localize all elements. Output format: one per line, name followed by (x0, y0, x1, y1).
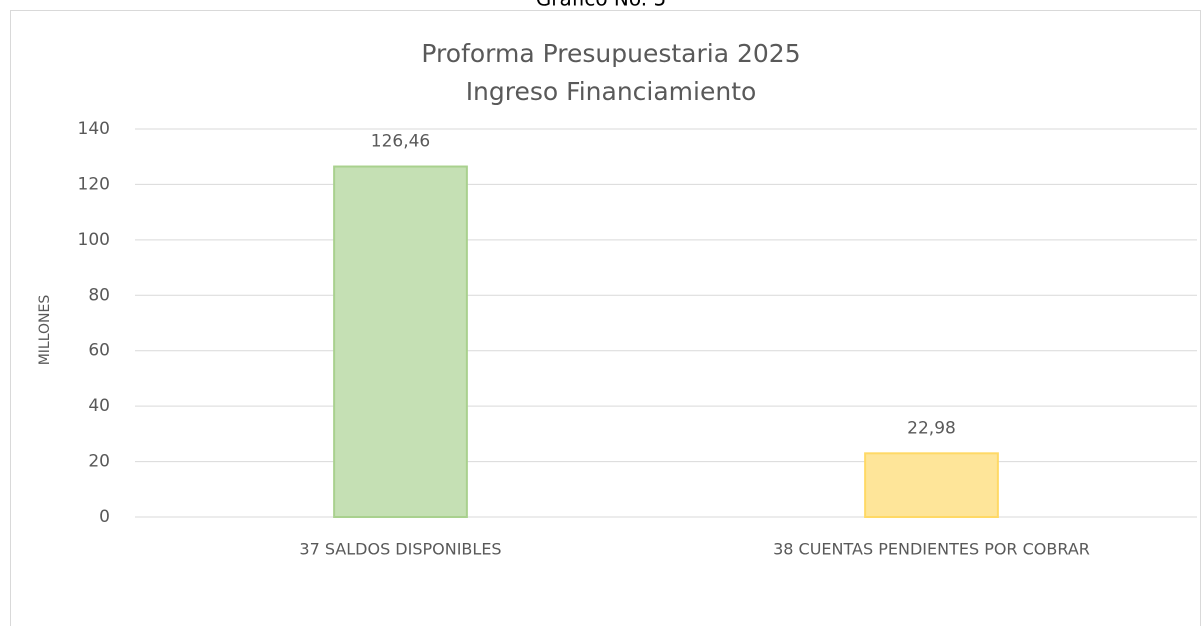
y-tick-label: 60 (88, 341, 110, 361)
x-tick-label: 37 SALDOS DISPONIBLES (299, 540, 501, 559)
value-label: 22,98 (907, 418, 956, 438)
y-tick-label: 100 (78, 230, 110, 250)
y-tick-label: 80 (88, 285, 110, 305)
chart-subtitle: Ingreso Financiamiento (466, 77, 757, 106)
value-label: 126,46 (371, 132, 430, 152)
y-axis-label: MILLONES (37, 295, 53, 366)
y-tick-label: 140 (78, 119, 110, 139)
chart-frame (10, 10, 1201, 626)
chart-title: Proforma Presupuestaria 2025 (421, 39, 800, 68)
bar (864, 452, 999, 518)
y-tick-label: 20 (88, 452, 110, 472)
y-tick-label: 40 (88, 396, 110, 416)
bar (333, 165, 468, 518)
x-tick-label: 38 CUENTAS PENDIENTES POR COBRAR (773, 540, 1090, 559)
y-tick-label: 0 (99, 507, 110, 527)
caption: Gráfico No. 5 (536, 0, 666, 11)
y-tick-label: 120 (78, 174, 110, 194)
